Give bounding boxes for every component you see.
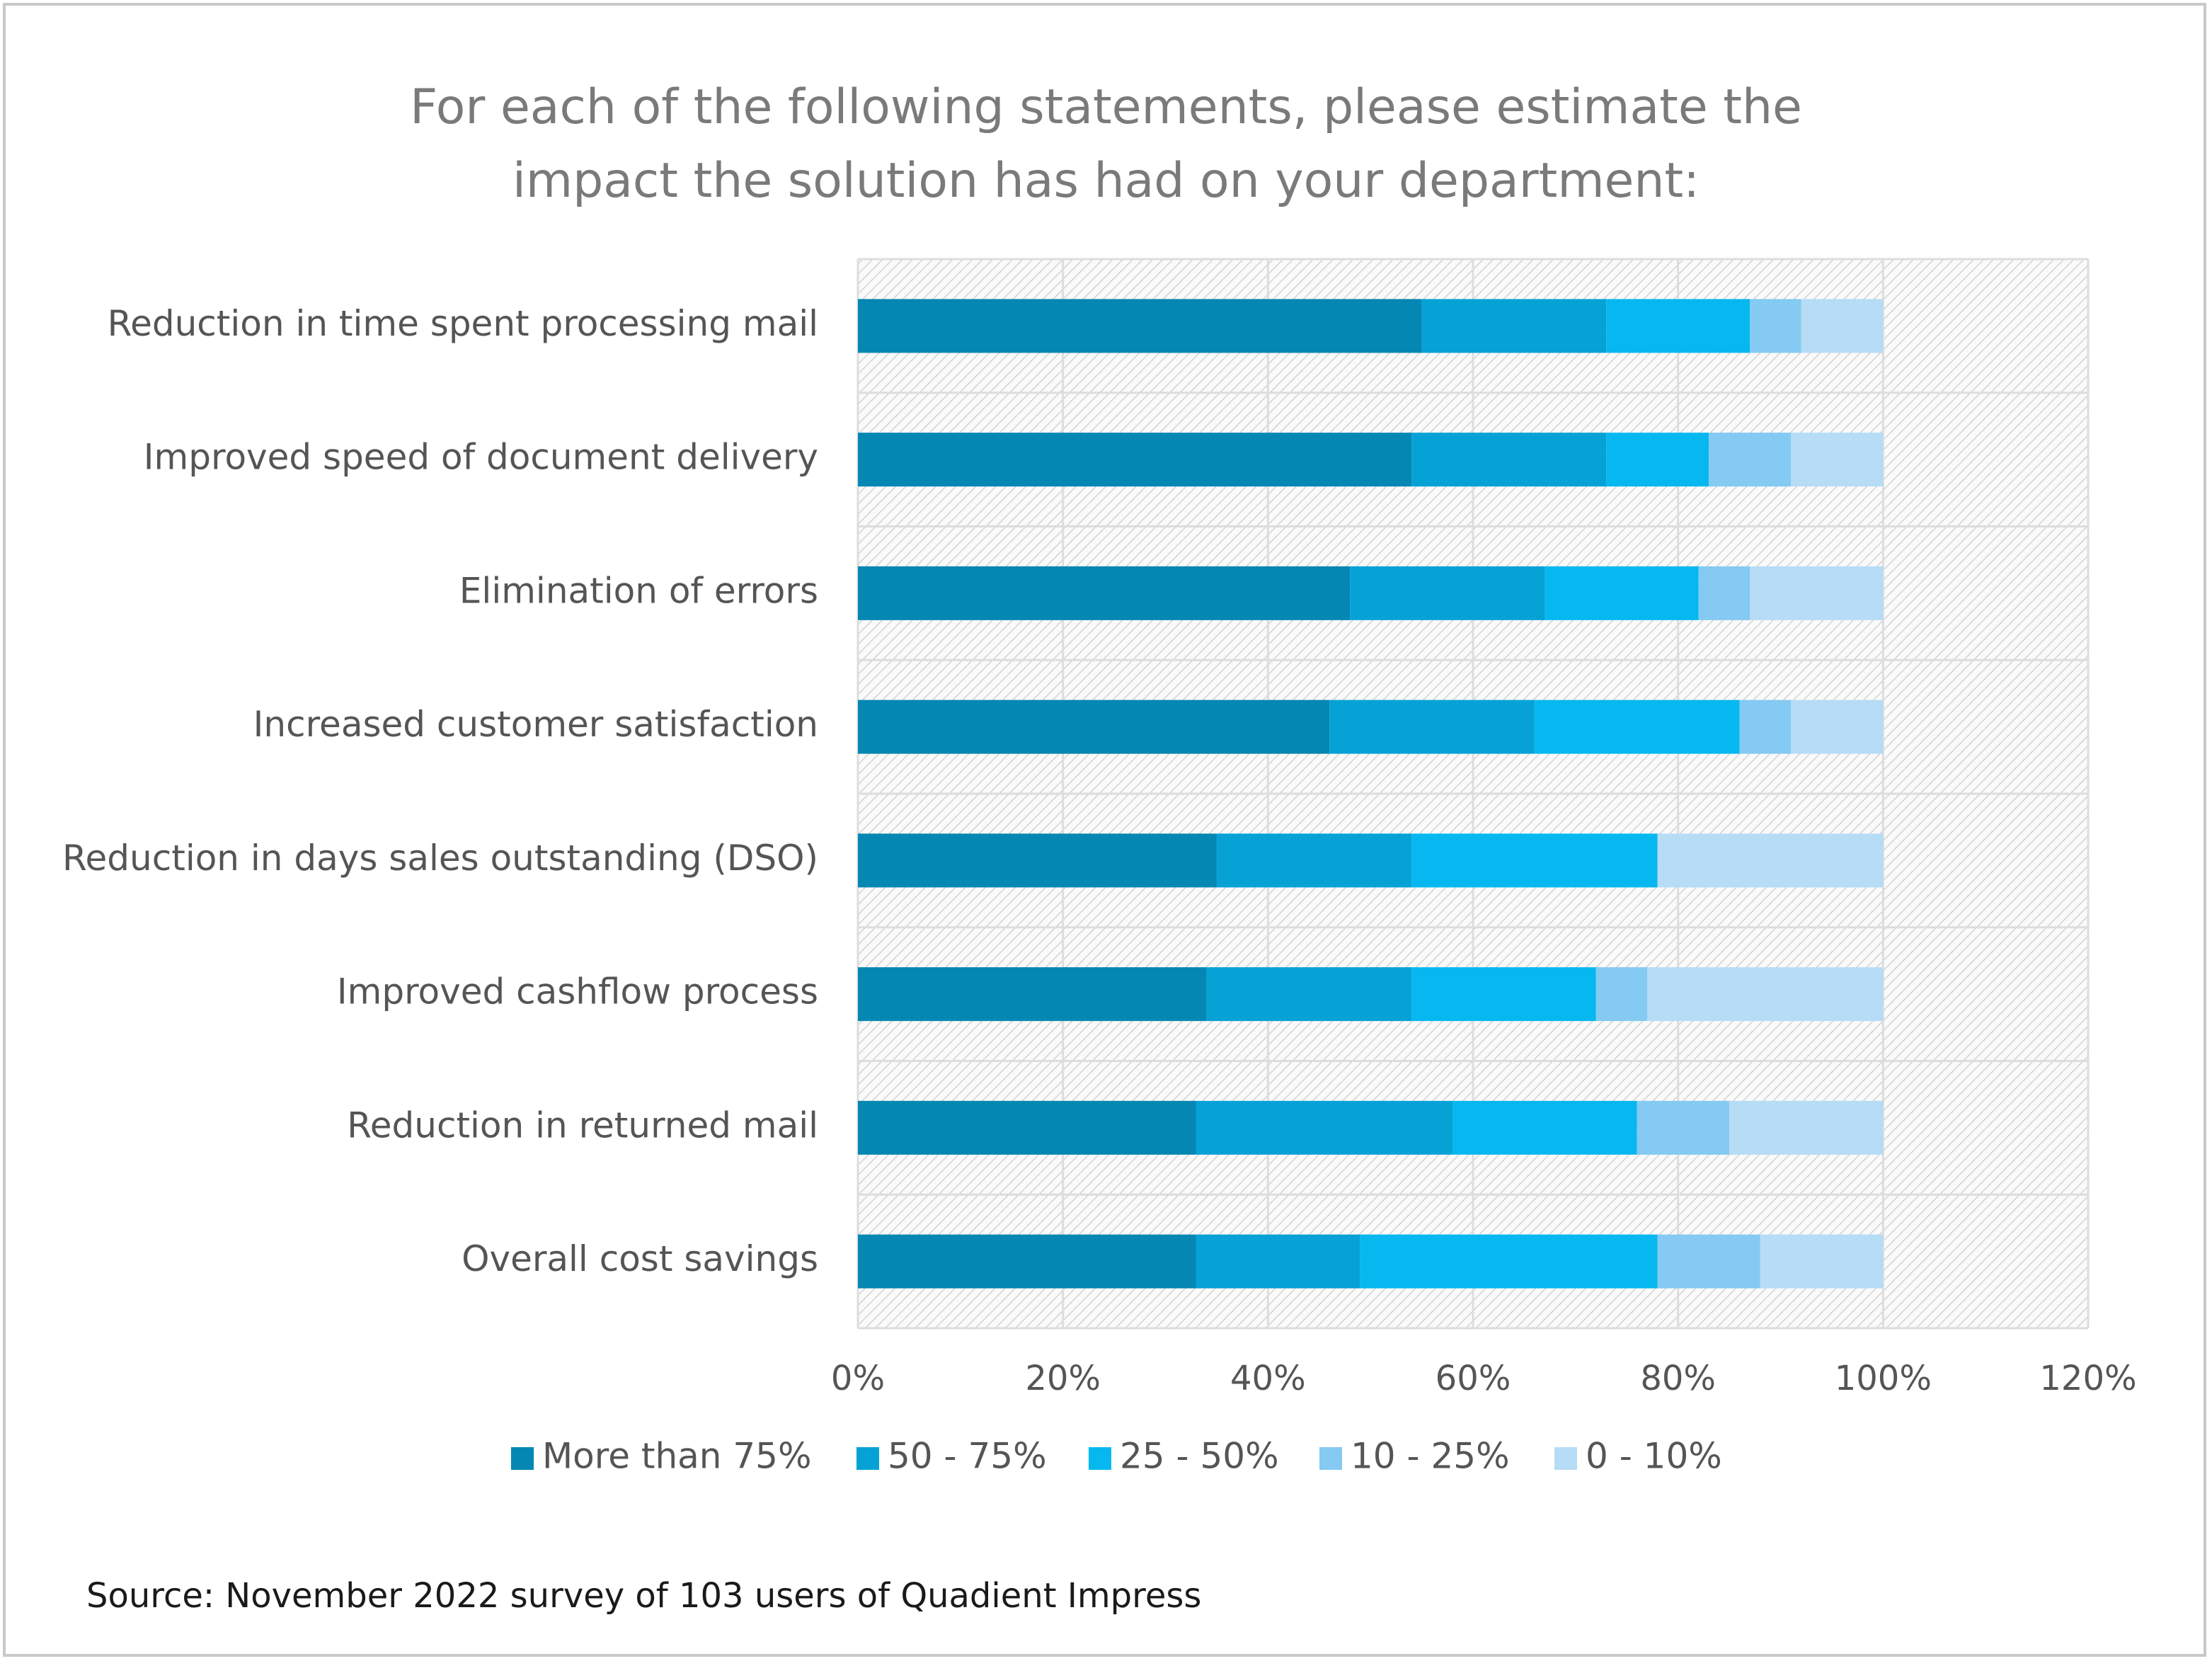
bar-segment [858,299,1422,353]
category-label: Reduction in days sales outstanding (DSO… [62,838,818,879]
bar-segment [1196,1100,1453,1155]
category-label: Increased customer satisfaction [253,704,818,745]
bar-segment [858,1100,1196,1155]
bar-segment [1206,967,1412,1022]
legend-label: 25 - 50% [1120,1436,1279,1477]
category-label: Elimination of errors [459,570,818,611]
bar-segment [858,967,1207,1022]
bar-segment [1606,299,1750,353]
bar-segment [1750,299,1801,353]
bar-segment [1606,433,1709,487]
bar-segment [1657,833,1884,888]
category-label: Reduction in returned mail [347,1105,818,1146]
bar-segment [1545,566,1699,620]
bar-segment [1760,1234,1884,1289]
chart-title-line-2: impact the solution has had on your depa… [512,153,1700,209]
bar-segment [1657,1234,1760,1289]
bar-segment [1801,299,1884,353]
bar-segment [1216,833,1412,888]
bar-segment [1595,967,1648,1022]
x-tick-label: 100% [1835,1359,1932,1398]
bar-segment [858,433,1412,487]
legend-label: 10 - 25% [1351,1436,1510,1477]
bar-segment [1360,1234,1658,1289]
legend-swatch [511,1447,534,1470]
x-tick-label: 40% [1230,1359,1306,1398]
x-tick-label: 20% [1025,1359,1101,1398]
category-label: Overall cost savings [462,1238,818,1279]
category-label: Improved speed of document delivery [144,437,818,478]
bar-segment [1750,566,1884,620]
bar-segment [1739,700,1791,754]
legend-label: More than 75% [542,1436,812,1477]
bar-segment [1329,700,1535,754]
x-tick-label: 60% [1435,1359,1511,1398]
legend-swatch [1319,1447,1342,1470]
bar-segment [858,833,1217,888]
source-note: Source: November 2022 survey of 103 user… [86,1576,1202,1616]
bar-segment [1709,433,1791,487]
bar-segment [1411,833,1658,888]
legend-swatch [856,1447,879,1470]
x-tick-label: 80% [1640,1359,1716,1398]
x-tick-label: 120% [2039,1359,2136,1398]
legend-swatch [1089,1447,1111,1470]
bar-segment [1647,967,1884,1022]
bar-segment [1411,433,1607,487]
category-label: Improved cashflow process [337,971,818,1012]
bar-segment [1411,967,1596,1022]
legend-swatch [1554,1447,1577,1470]
bar-segment [1421,299,1607,353]
bar-segment [1790,433,1884,487]
bar-segment [858,1234,1196,1289]
bar-segment [1534,700,1740,754]
bar-segment [1729,1100,1884,1155]
x-tick-label: 0% [831,1359,885,1398]
bar-segment [858,700,1330,754]
bar-segment [1637,1100,1730,1155]
legend-label: 0 - 10% [1586,1436,1722,1477]
chart-title-line-1: For each of the following statements, pl… [410,79,1802,135]
bar-segment [1452,1100,1637,1155]
bar-segment [1350,566,1545,620]
bar-segment [1698,566,1750,620]
bar-segment [1790,700,1884,754]
bar-segment [1196,1234,1360,1289]
bar-segment [858,566,1351,620]
legend-label: 50 - 75% [888,1436,1047,1477]
category-label: Reduction in time spent processing mail [108,303,818,344]
